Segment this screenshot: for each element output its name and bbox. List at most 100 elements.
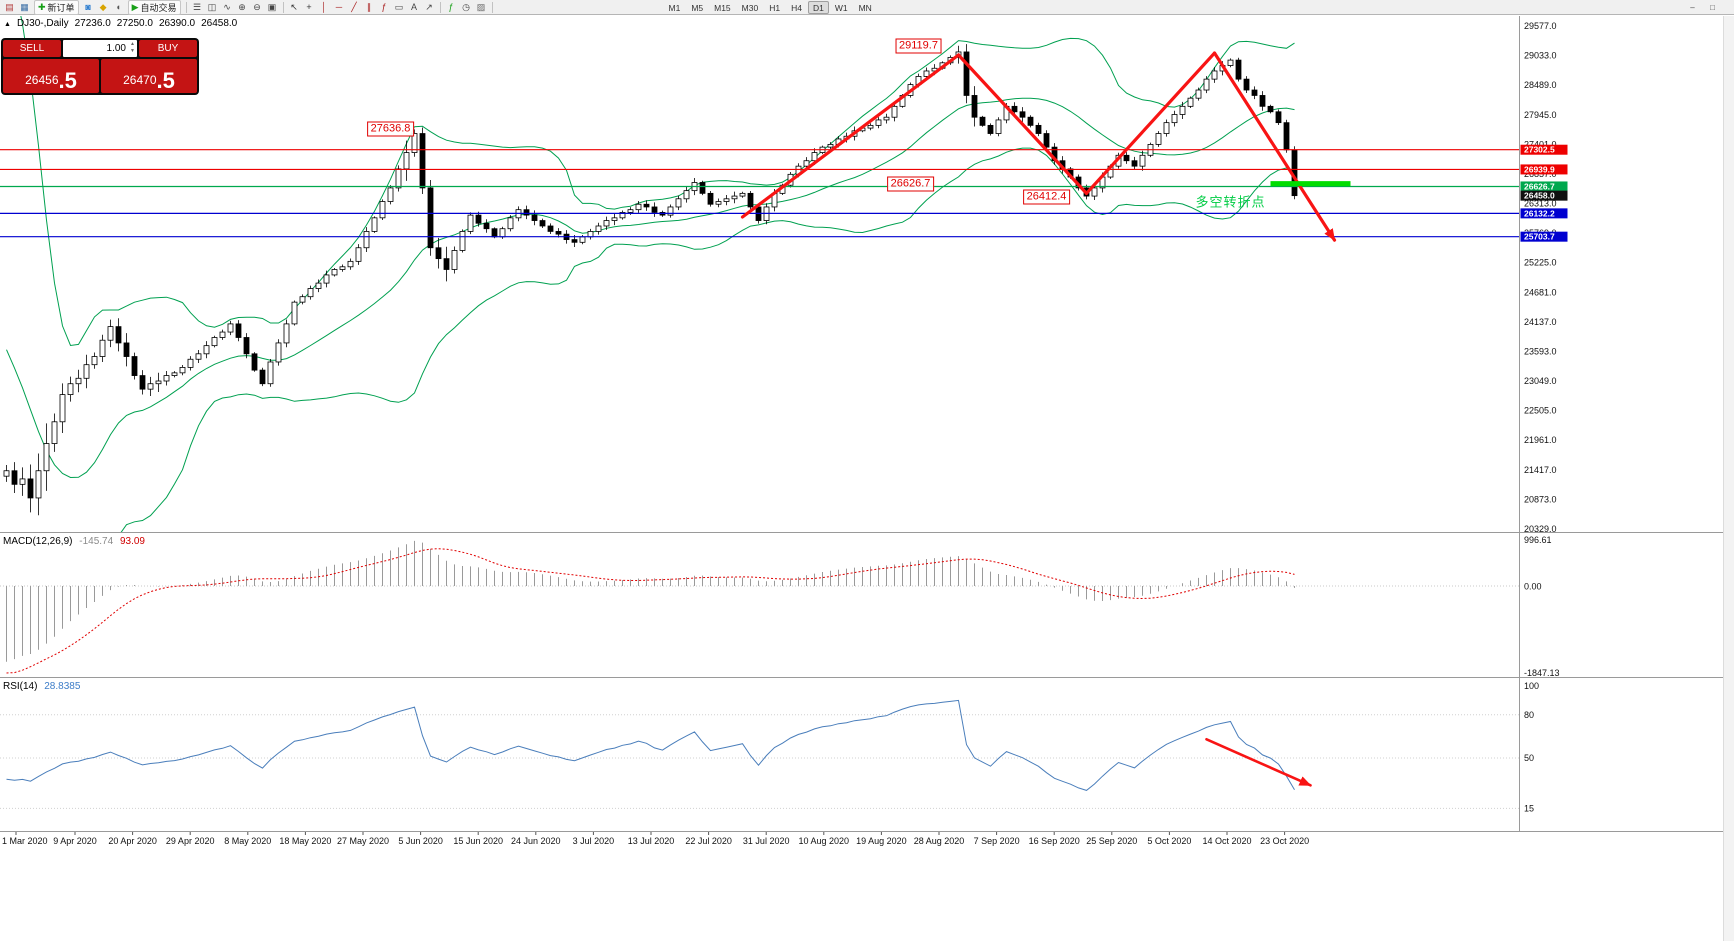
candlestick-chart-icon[interactable]: ◫ (206, 1, 219, 14)
svg-text:29 Apr 2020: 29 Apr 2020 (166, 836, 215, 846)
trendline-icon[interactable]: ╱ (348, 1, 361, 14)
svg-text:29577.0: 29577.0 (1524, 21, 1557, 31)
minimize-window-icon[interactable]: – (1690, 3, 1695, 12)
time-axis[interactable]: 1 Mar 2020 9 Apr 2020 20 Apr 2020 29 Apr 20… (2, 832, 1309, 846)
timeframe-m5[interactable]: M5 (691, 2, 704, 13)
news-icon[interactable]: ◆ (97, 1, 110, 14)
sell-price-display[interactable]: 26456 .5 (3, 59, 99, 93)
buy-price-display[interactable]: 26470 .5 (101, 59, 197, 93)
channel-icon[interactable]: ∥ (363, 1, 376, 14)
price-callout[interactable]: 26626.7 (886, 176, 935, 192)
svg-text:20 Apr 2020: 20 Apr 2020 (108, 836, 157, 846)
timeframe-d1[interactable]: D1 (807, 0, 829, 14)
tile-windows-icon[interactable]: ▣ (266, 1, 279, 14)
timeframe-w1[interactable]: W1 (834, 2, 848, 13)
restore-window-icon[interactable]: □ (1710, 3, 1715, 12)
vertical-line-icon[interactable]: │ (318, 1, 331, 14)
horizontal-line-icon: ─ (335, 1, 343, 12)
volume-spinner[interactable]: ▲ ▼ (130, 41, 135, 55)
macd-name: MACD(12,26,9) (3, 536, 73, 547)
svg-text:24137.0: 24137.0 (1524, 317, 1557, 327)
crosshair-icon[interactable]: + (303, 1, 316, 14)
indicators-icon[interactable]: ƒ (445, 1, 458, 14)
svg-text:27945.0: 27945.0 (1524, 110, 1557, 120)
shapes-icon[interactable]: ▭ (393, 1, 406, 14)
sell-button[interactable]: SELL (3, 40, 61, 57)
svg-text:28489.0: 28489.0 (1524, 80, 1557, 90)
new-order-button[interactable]: ✚ 新订单 (34, 0, 79, 15)
rsi-indicator-label: RSI(14) 28.8385 (3, 681, 80, 692)
text-label-icon: A (410, 1, 417, 12)
line-chart-icon[interactable]: ∿ (221, 1, 234, 14)
text-label-icon[interactable]: A (408, 1, 421, 14)
price-callout[interactable]: 29119.7 (895, 38, 942, 54)
timeframe-h1[interactable]: H1 (769, 2, 781, 13)
rsi-down-arrow[interactable] (1205, 737, 1312, 787)
toolbar-separator (185, 1, 187, 13)
svg-text:-1847.13: -1847.13 (1524, 668, 1560, 678)
buy-button[interactable]: BUY (139, 40, 197, 57)
new-order-button-icon: ✚ (38, 1, 46, 12)
panel-separators[interactable] (0, 16, 1734, 832)
svg-text:21417.0: 21417.0 (1524, 465, 1557, 475)
timeframe-group: M1 M5 M15 M30 H1 H4 D1 W1 MN (664, 0, 877, 14)
shapes-icon: ▭ (394, 1, 404, 12)
ohlc-low: 26390.0 (158, 18, 196, 29)
fibonacci-icon[interactable]: ƒ (378, 1, 391, 14)
sell-price-frac: .5 (58, 68, 77, 93)
svg-text:31 Jul 2020: 31 Jul 2020 (743, 836, 790, 846)
periods-icon[interactable]: ◷ (460, 1, 473, 14)
svg-text:16 Sep 2020: 16 Sep 2020 (1029, 836, 1080, 846)
price-axis[interactable]: 29577.029033.028489.027945.027401.026857… (1524, 21, 1560, 813)
chat-icon[interactable]: ◙ (82, 1, 95, 14)
timeframe-m1[interactable]: M1 (668, 2, 681, 13)
ohlc-close: 26458.0 (201, 18, 238, 29)
chat-icon: ◙ (85, 1, 91, 12)
collapse-panel-icon[interactable]: ▲ (4, 21, 11, 28)
new-chart-icon[interactable]: ▤ (3, 1, 16, 14)
timeframe-m15[interactable]: M15 (714, 2, 731, 13)
cursor-icon: ↖ (290, 1, 298, 12)
timeframe-h4[interactable]: H4 (791, 2, 802, 13)
spinner-up-icon[interactable]: ▲ (130, 41, 135, 47)
bar-chart-icon[interactable]: ☰ (191, 1, 204, 14)
vertical-scrollbar[interactable] (1723, 16, 1734, 941)
svg-text:5 Jun 2020: 5 Jun 2020 (398, 836, 443, 846)
chart-profiles-icon[interactable]: ▦ (18, 1, 31, 14)
ohlc-open: 27236.0 (74, 18, 111, 29)
price-callout[interactable]: 27636.8 (366, 121, 415, 137)
timeframe-mn[interactable]: MN (858, 2, 872, 13)
templates-icon[interactable]: ▨ (475, 1, 488, 14)
support-headset-icon[interactable]: ◖ (112, 1, 125, 14)
macd-indicator-label: MACD(12,26,9) -145.74 93.09 (3, 536, 145, 547)
toolbar-items: ▤ ▦ ✚ 新订单 ◙ ◆ ◖ ▶ 自动交易 ☰ ◫ ∿ ⊕ ⊖ ▣ ↖ + │ ─ ╱ ∥ ƒ ▭ A ↗ ƒ ◷ ▨ (2, 0, 496, 15)
trend-arrows[interactable] (740, 51, 1337, 242)
timeframe-m30[interactable]: M30 (741, 2, 759, 13)
spinner-down-icon[interactable]: ▼ (130, 48, 135, 54)
buy-price-frac: .5 (156, 68, 175, 93)
arrow-object-icon[interactable]: ↗ (423, 1, 436, 14)
level-lines[interactable] (0, 149, 1519, 238)
price-callout[interactable]: 26412.4 (1022, 189, 1071, 205)
svg-text:14 Oct 2020: 14 Oct 2020 (1202, 836, 1251, 846)
svg-text:29033.0: 29033.0 (1524, 51, 1557, 61)
zoom-in-icon[interactable]: ⊕ (236, 1, 249, 14)
svg-text:13 Jul 2020: 13 Jul 2020 (628, 836, 675, 846)
svg-text:19 Aug 2020: 19 Aug 2020 (856, 836, 907, 846)
svg-text:24681.0: 24681.0 (1524, 287, 1557, 297)
channel-icon: ∥ (366, 1, 372, 12)
horizontal-line-icon[interactable]: ─ (333, 1, 346, 14)
autotrade-button[interactable]: ▶ 自动交易 (127, 0, 181, 15)
svg-text:0.00: 0.00 (1524, 582, 1542, 592)
trendline-icon: ╱ (351, 1, 357, 12)
turning-point-note[interactable]: 多空转折点 (1195, 194, 1266, 210)
autotrade-button-label: 自动交易 (140, 2, 177, 13)
svg-text:27401.0: 27401.0 (1524, 139, 1557, 149)
volume-input[interactable]: 1.00 ▲ ▼ (63, 40, 137, 57)
cursor-icon[interactable]: ↖ (288, 1, 301, 14)
svg-text:8 May 2020: 8 May 2020 (224, 836, 271, 846)
periods-icon: ◷ (462, 1, 470, 12)
zoom-out-icon[interactable]: ⊖ (251, 1, 264, 14)
